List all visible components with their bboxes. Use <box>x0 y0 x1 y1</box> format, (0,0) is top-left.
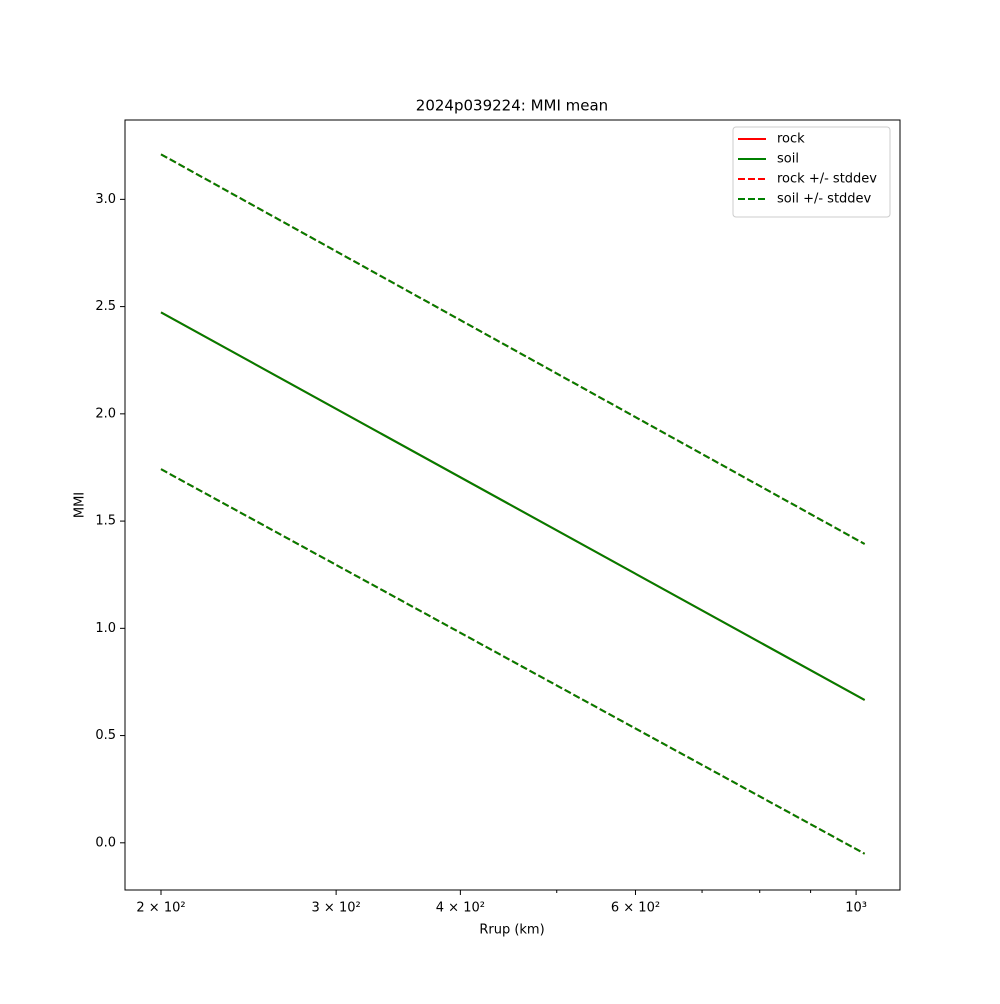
series-line <box>160 153 866 545</box>
plot-frame <box>124 119 901 891</box>
legend-label: soil <box>777 152 799 167</box>
x-tick-label: 3 × 10² <box>312 901 361 916</box>
x-tick-label: 4 × 10² <box>436 901 485 916</box>
y-tick-label: 0.0 <box>95 835 116 850</box>
y-tick-label: 2.0 <box>95 406 116 421</box>
legend: rock soil rock +/- stddev soil +/- stddev <box>732 126 891 218</box>
series-line <box>160 311 866 701</box>
chart-title: 2024p039224: MMI mean <box>416 97 608 115</box>
x-tick-label: 6 × 10² <box>611 901 660 916</box>
x-tick-label: 10³ <box>845 901 867 916</box>
y-axis-label: MMI <box>73 492 88 518</box>
legend-label: rock <box>777 132 805 147</box>
y-tick-label: 1.5 <box>95 514 116 529</box>
y-tick-label: 2.5 <box>95 299 116 314</box>
series-line <box>160 468 866 855</box>
x-axis-label: Rrup (km) <box>479 923 544 938</box>
y-tick-label: 0.5 <box>95 728 116 743</box>
legend-label: soil +/- stddev <box>777 192 872 207</box>
x-tick-label: 2 × 10² <box>136 901 185 916</box>
legend-label: rock +/- stddev <box>777 172 877 187</box>
y-tick-label: 3.0 <box>95 192 116 207</box>
legend-box <box>732 126 891 218</box>
y-tick-label: 1.0 <box>95 621 116 636</box>
